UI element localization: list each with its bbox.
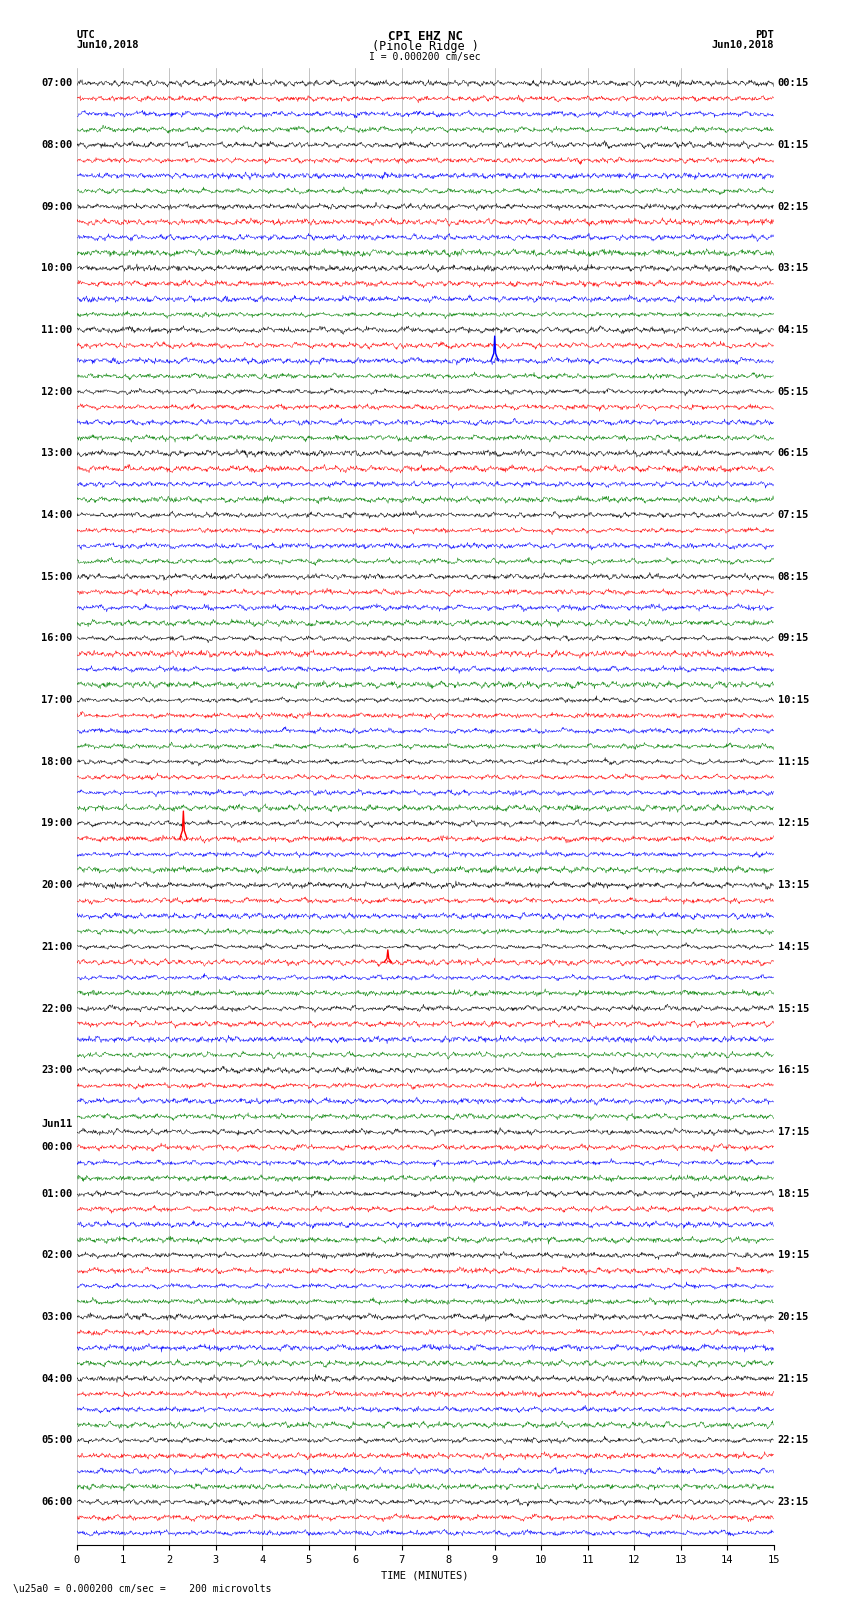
Text: 09:15: 09:15 (778, 634, 809, 644)
Text: 13:00: 13:00 (41, 448, 72, 458)
Text: Jun10,2018: Jun10,2018 (76, 40, 139, 50)
Text: 23:15: 23:15 (778, 1497, 809, 1507)
Text: 03:00: 03:00 (41, 1311, 72, 1323)
Text: 01:15: 01:15 (778, 140, 809, 150)
Text: 03:15: 03:15 (778, 263, 809, 273)
Text: 04:00: 04:00 (41, 1374, 72, 1384)
Text: 20:00: 20:00 (41, 881, 72, 890)
Text: 06:15: 06:15 (778, 448, 809, 458)
Text: (Pinole Ridge ): (Pinole Ridge ) (371, 40, 479, 53)
Text: 22:00: 22:00 (41, 1003, 72, 1013)
Text: 00:00: 00:00 (41, 1142, 72, 1152)
Text: 18:15: 18:15 (778, 1189, 809, 1198)
Text: 12:00: 12:00 (41, 387, 72, 397)
Text: 15:00: 15:00 (41, 571, 72, 582)
Text: 08:00: 08:00 (41, 140, 72, 150)
Text: 04:15: 04:15 (778, 324, 809, 336)
Text: 21:00: 21:00 (41, 942, 72, 952)
Text: 05:00: 05:00 (41, 1436, 72, 1445)
Text: 18:00: 18:00 (41, 756, 72, 766)
Text: 02:15: 02:15 (778, 202, 809, 211)
Text: 09:00: 09:00 (41, 202, 72, 211)
Text: 11:00: 11:00 (41, 324, 72, 336)
Text: PDT: PDT (755, 31, 774, 40)
Text: 19:00: 19:00 (41, 818, 72, 829)
Text: 19:15: 19:15 (778, 1250, 809, 1260)
Text: 15:15: 15:15 (778, 1003, 809, 1013)
Text: 10:00: 10:00 (41, 263, 72, 273)
Text: 00:15: 00:15 (778, 77, 809, 89)
X-axis label: TIME (MINUTES): TIME (MINUTES) (382, 1571, 468, 1581)
Text: 11:15: 11:15 (778, 756, 809, 766)
Text: 01:00: 01:00 (41, 1189, 72, 1198)
Text: 17:00: 17:00 (41, 695, 72, 705)
Text: 07:00: 07:00 (41, 77, 72, 89)
Text: 16:00: 16:00 (41, 634, 72, 644)
Text: 06:00: 06:00 (41, 1497, 72, 1507)
Text: 02:00: 02:00 (41, 1250, 72, 1260)
Text: 10:15: 10:15 (778, 695, 809, 705)
Text: 08:15: 08:15 (778, 571, 809, 582)
Text: 22:15: 22:15 (778, 1436, 809, 1445)
Text: 05:15: 05:15 (778, 387, 809, 397)
Text: 17:15: 17:15 (778, 1127, 809, 1137)
Text: Jun11: Jun11 (41, 1119, 72, 1129)
Text: 23:00: 23:00 (41, 1065, 72, 1076)
Text: CPI EHZ NC: CPI EHZ NC (388, 31, 462, 44)
Text: 16:15: 16:15 (778, 1065, 809, 1076)
Text: I = 0.000200 cm/sec: I = 0.000200 cm/sec (369, 52, 481, 61)
Text: UTC: UTC (76, 31, 95, 40)
Text: 07:15: 07:15 (778, 510, 809, 519)
Text: 21:15: 21:15 (778, 1374, 809, 1384)
Text: Jun10,2018: Jun10,2018 (711, 40, 774, 50)
Text: 20:15: 20:15 (778, 1311, 809, 1323)
Text: 13:15: 13:15 (778, 881, 809, 890)
Text: 14:00: 14:00 (41, 510, 72, 519)
Text: 14:15: 14:15 (778, 942, 809, 952)
Text: 12:15: 12:15 (778, 818, 809, 829)
Text: \u25a0 = 0.000200 cm/sec =    200 microvolts: \u25a0 = 0.000200 cm/sec = 200 microvolt… (13, 1584, 271, 1594)
